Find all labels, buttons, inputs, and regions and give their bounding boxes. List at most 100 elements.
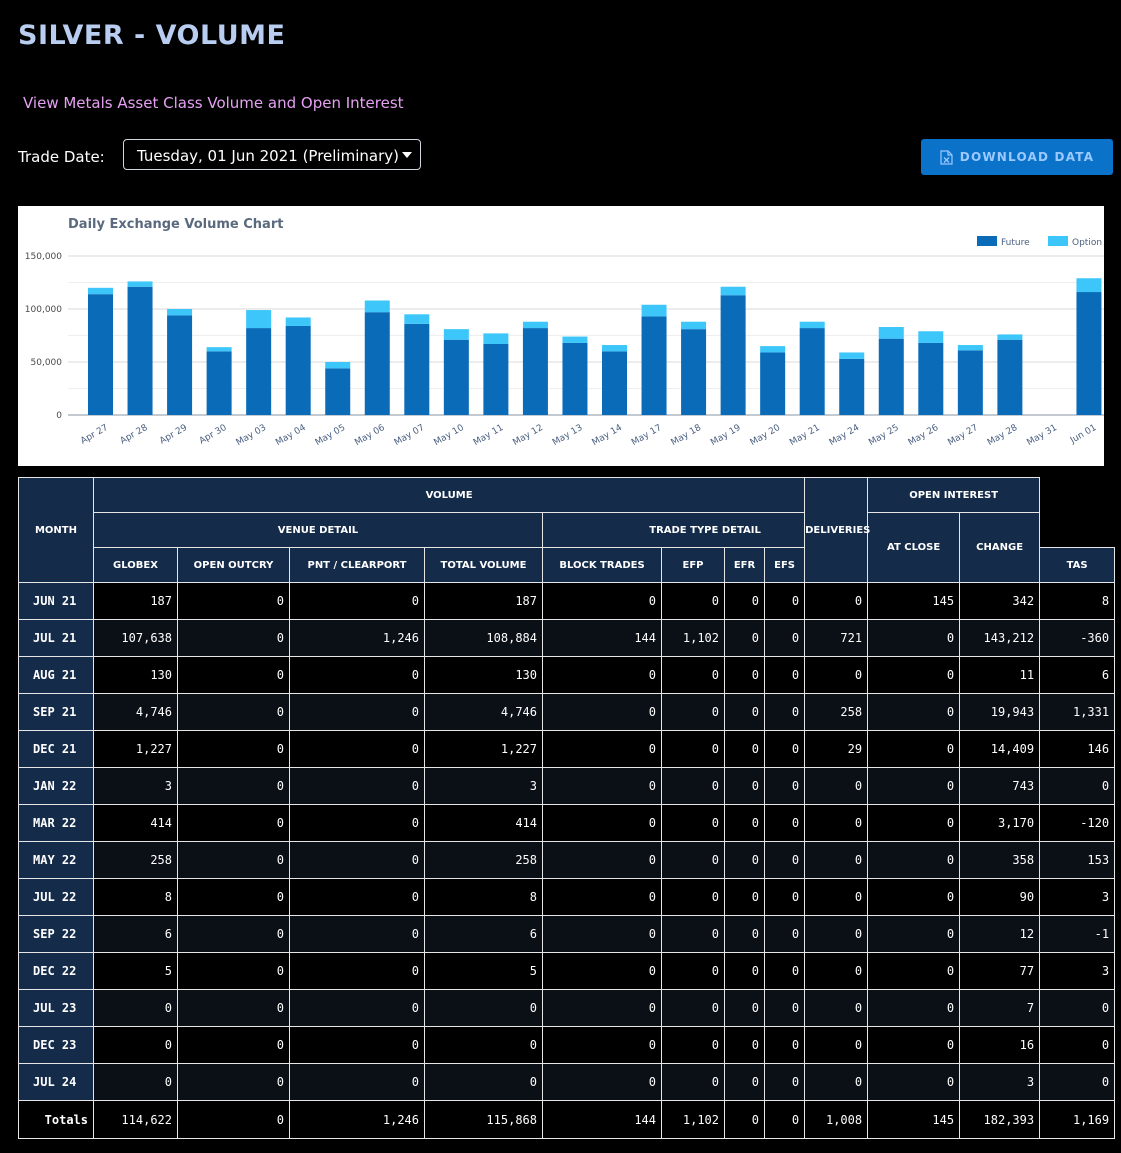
cell-deliveries: 0 <box>867 730 961 768</box>
cell-efp: 0 <box>661 656 725 694</box>
cell-block-trades: 0 <box>542 1063 662 1101</box>
cell-pnt-clearport: 0 <box>289 952 425 990</box>
x-tick-label: May 12 <box>511 423 545 448</box>
bar-option <box>918 331 944 343</box>
bar-future <box>1076 292 1102 415</box>
cell-efs: 0 <box>763 841 806 879</box>
x-tick-label: Apr 27 <box>79 423 110 447</box>
cell-efr: 0 <box>724 619 765 657</box>
cell-change: 3 <box>1039 878 1116 916</box>
bar-future <box>364 312 390 415</box>
legend-swatch-future <box>977 236 997 246</box>
cell-efr: 0 <box>724 582 765 620</box>
cell-efp: 0 <box>661 767 725 805</box>
bar-option <box>206 347 232 352</box>
cell-efp: 0 <box>661 878 725 916</box>
cell-deliveries: 0 <box>867 656 961 694</box>
bar-option <box>760 346 786 353</box>
cell-tas: 0 <box>804 656 869 694</box>
cell-tas: 0 <box>804 878 869 916</box>
cell-globex: 4,746 <box>93 693 178 731</box>
bar-option <box>799 321 825 329</box>
trade-date-label: Trade Date: <box>18 148 105 166</box>
page-title: SILVER - VOLUME <box>18 20 286 51</box>
cell-open-outcry: 0 <box>177 693 290 731</box>
cell-change: 8 <box>1039 582 1116 620</box>
bar-option <box>720 286 746 296</box>
cell-pnt-clearport: 0 <box>289 1026 425 1064</box>
cell-tas: 0 <box>804 1026 869 1064</box>
cell-total-volume: 1,227 <box>424 730 543 768</box>
cell-change: 0 <box>1039 989 1116 1027</box>
bar-option <box>127 281 153 287</box>
bar-future <box>127 286 153 415</box>
asset-class-link[interactable]: View Metals Asset Class Volume and Open … <box>23 94 404 112</box>
cell-total-volume: 0 <box>424 989 543 1027</box>
total-total-volume: 115,868 <box>424 1100 543 1139</box>
x-tick-label: May 25 <box>867 423 901 448</box>
chart-svg: Daily Exchange Volume Chart 0 50,000 100,00… <box>25 217 1104 448</box>
y-tick-label: 150,000 <box>25 252 62 262</box>
cell-block-trades: 0 <box>542 1026 662 1064</box>
x-tick-label: May 04 <box>274 423 308 448</box>
cell-change: -120 <box>1039 804 1116 842</box>
chart-title: Daily Exchange Volume Chart <box>68 217 283 232</box>
bar-future <box>246 328 272 415</box>
x-tick-label: Apr 28 <box>119 423 150 447</box>
cell-efr: 0 <box>724 878 765 916</box>
header-change: CHANGE <box>959 512 1041 583</box>
cell-open-outcry: 0 <box>177 730 290 768</box>
cell-efr: 0 <box>724 989 765 1027</box>
header-venue-detail: VENUE DETAIL <box>93 512 543 548</box>
bar-option <box>562 336 588 343</box>
cell-month: AUG 21 <box>18 656 94 694</box>
cell-change: 0 <box>1039 1063 1116 1101</box>
cell-block-trades: 144 <box>542 619 662 657</box>
table-body: JUN 21 187 0 0 187 0 0 0 0 0 145 342 8 JUL 21 107,638 0… <box>18 582 1116 1139</box>
x-tick-label: May 21 <box>788 423 822 448</box>
cell-open-outcry: 0 <box>177 841 290 879</box>
bar-future <box>799 328 825 415</box>
cell-month: JUL 24 <box>18 1063 94 1101</box>
cell-change: 153 <box>1039 841 1116 879</box>
cell-efs: 0 <box>763 952 806 990</box>
cell-deliveries: 0 <box>867 804 961 842</box>
cell-at-close: 743 <box>959 767 1041 805</box>
trade-date-value: Tuesday, 01 Jun 2021 (Preliminary) <box>137 147 399 165</box>
trade-date-select[interactable]: Tuesday, 01 Jun 2021 (Preliminary) <box>123 139 421 170</box>
download-data-button[interactable]: DOWNLOAD DATA <box>921 139 1113 175</box>
cell-tas: 0 <box>804 582 869 620</box>
cell-efp: 0 <box>661 693 725 731</box>
table-row: JUL 22 8 0 0 8 0 0 0 0 0 0 90 3 <box>18 878 1116 916</box>
cell-deliveries: 0 <box>867 952 961 990</box>
cell-total-volume: 6 <box>424 915 543 953</box>
cell-block-trades: 0 <box>542 804 662 842</box>
cell-efp: 0 <box>661 1063 725 1101</box>
cell-open-outcry: 0 <box>177 619 290 657</box>
y-tick-label: 50,000 <box>31 358 63 368</box>
cell-efs: 0 <box>763 878 806 916</box>
cell-tas: 0 <box>804 841 869 879</box>
cell-total-volume: 108,884 <box>424 619 543 657</box>
header-efp: EFP <box>661 547 725 583</box>
cell-globex: 0 <box>93 1026 178 1064</box>
cell-pnt-clearport: 0 <box>289 804 425 842</box>
x-tick-label: May 11 <box>472 423 506 448</box>
total-deliveries: 145 <box>867 1100 961 1139</box>
table-row: MAR 22 414 0 0 414 0 0 0 0 0 0 3,170 -120 <box>18 804 1116 842</box>
total-tas: 1,008 <box>804 1100 869 1139</box>
cell-deliveries: 0 <box>867 1063 961 1101</box>
cell-month: JUN 21 <box>18 582 94 620</box>
legend-swatch-option <box>1048 236 1068 246</box>
total-globex: 114,622 <box>93 1100 178 1139</box>
excel-file-icon <box>940 149 953 165</box>
table-row: JAN 22 3 0 0 3 0 0 0 0 0 0 743 0 <box>18 767 1116 805</box>
cell-globex: 0 <box>93 1063 178 1101</box>
bar-option <box>88 287 113 295</box>
cell-at-close: 3,170 <box>959 804 1041 842</box>
bar-option <box>483 333 509 344</box>
cell-at-close: 14,409 <box>959 730 1041 768</box>
table-row: SEP 22 6 0 0 6 0 0 0 0 0 0 12 -1 <box>18 915 1116 953</box>
bar-future <box>602 351 627 415</box>
cell-pnt-clearport: 0 <box>289 730 425 768</box>
